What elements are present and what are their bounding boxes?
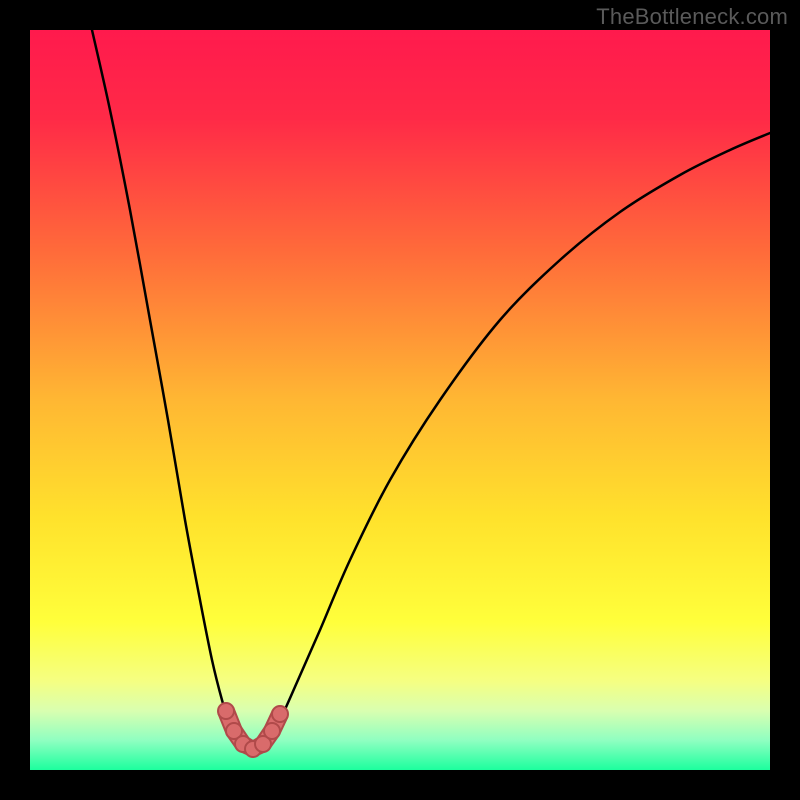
trough-marker bbox=[218, 703, 234, 719]
trough-marker bbox=[272, 706, 288, 722]
chart-root: TheBottleneck.com bbox=[0, 0, 800, 800]
trough-marker bbox=[264, 723, 280, 739]
watermark-text: TheBottleneck.com bbox=[596, 4, 788, 30]
plot-gradient-background bbox=[30, 30, 770, 770]
bottleneck-curve-chart bbox=[0, 0, 800, 800]
